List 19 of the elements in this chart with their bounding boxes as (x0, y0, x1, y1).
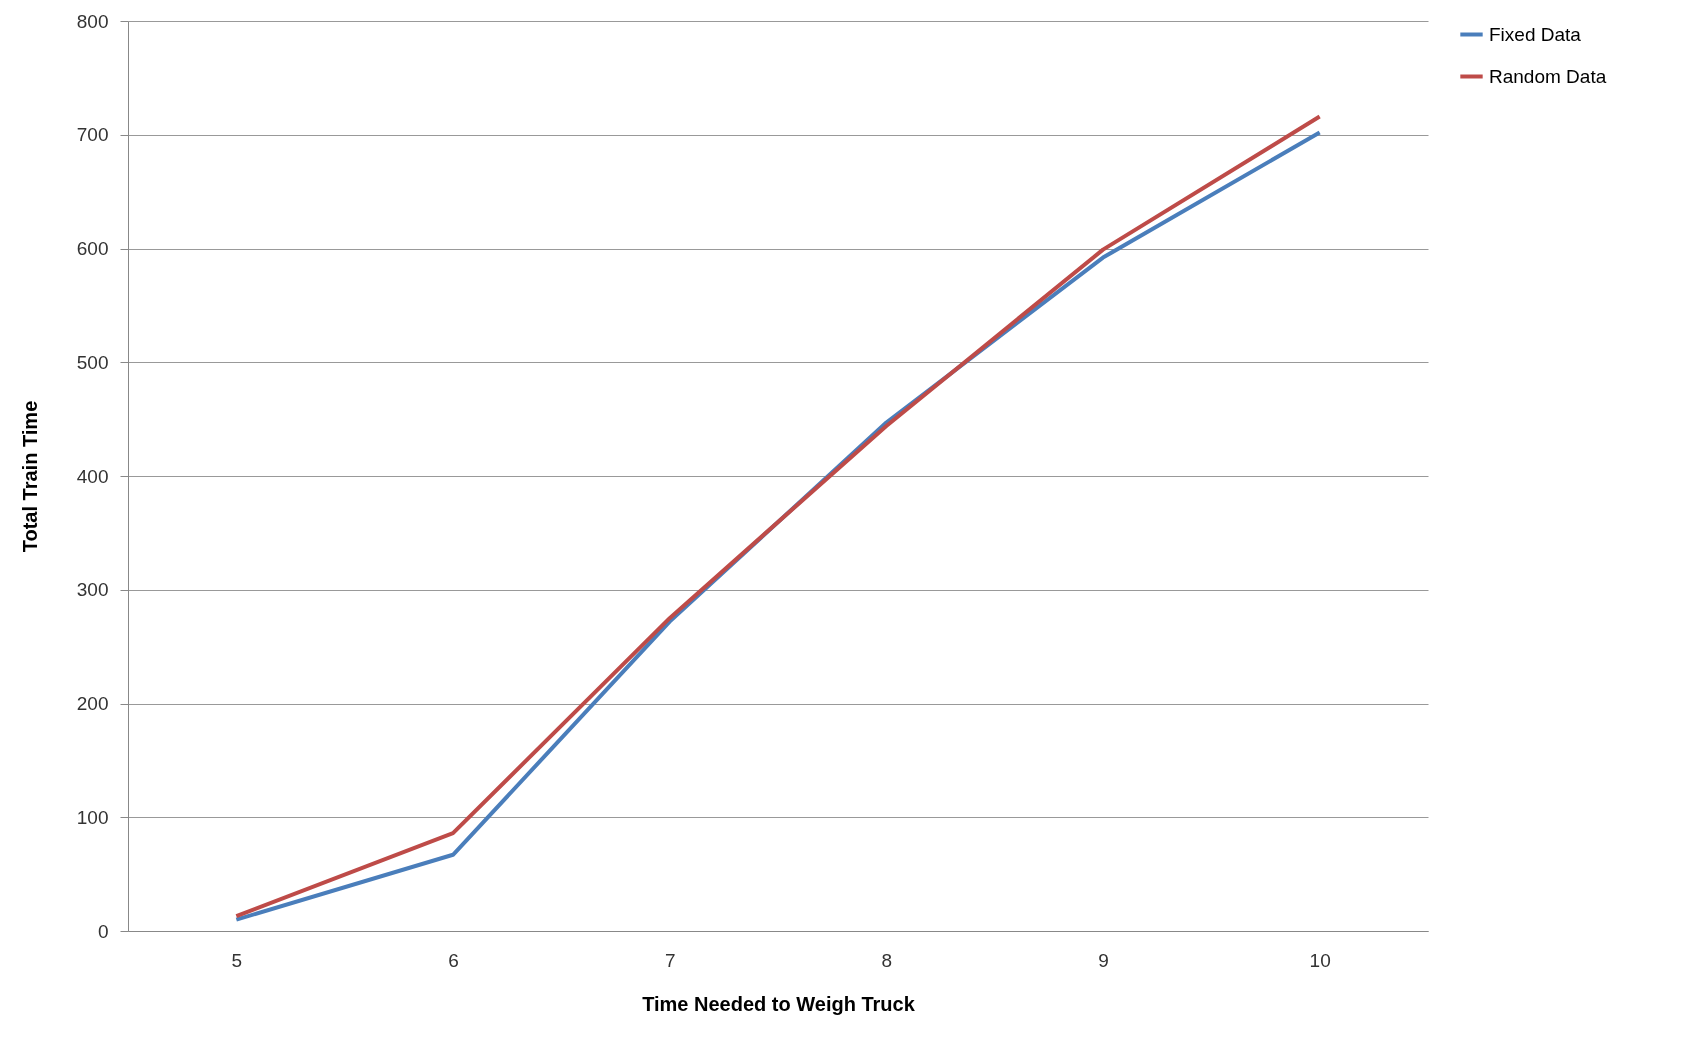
y-tick-label: 400 (76, 465, 109, 487)
y-tick-label: 300 (76, 579, 109, 601)
x-tick-label: 7 (664, 949, 676, 971)
x-tick-label: 6 (448, 949, 459, 971)
y-tick-label: 500 (76, 351, 109, 373)
x-tick-label: 9 (1098, 949, 1109, 971)
y-tick-label: 100 (76, 806, 109, 828)
y-tick-label: 200 (76, 693, 109, 714)
y-tick-label: 800 (76, 10, 109, 32)
x-tick-label: 5 (231, 949, 243, 971)
x-tick-label: 10 (1309, 949, 1331, 971)
y-axis-title: Total Train Time (18, 400, 41, 553)
y-tick-label: 700 (76, 124, 109, 146)
y-tick-label: 0 (97, 920, 109, 942)
x-tick-label: 8 (881, 949, 893, 971)
x-axis-title: Time Needed to Weigh Truck (642, 992, 916, 1015)
legend-label: Random Data (1489, 65, 1607, 87)
legend-label: Fixed Data (1489, 23, 1582, 45)
y-tick-label: 600 (76, 238, 109, 259)
